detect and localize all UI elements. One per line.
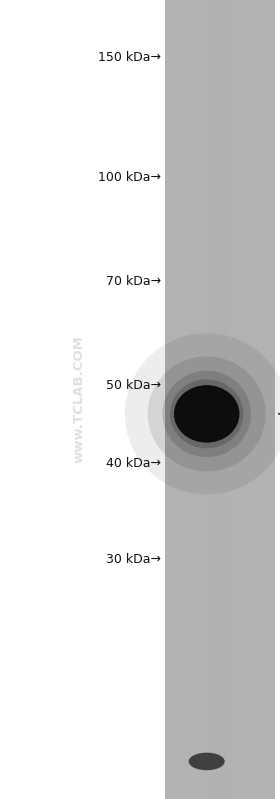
Text: 40 kDa→: 40 kDa→ [106,457,161,470]
Ellipse shape [125,333,280,495]
Ellipse shape [170,380,243,448]
Text: 50 kDa→: 50 kDa→ [106,380,161,392]
Text: 150 kDa→: 150 kDa→ [98,51,161,64]
Ellipse shape [148,356,266,471]
Ellipse shape [189,753,225,770]
Text: www.TCLAB.COM: www.TCLAB.COM [73,336,86,463]
Text: 100 kDa→: 100 kDa→ [98,171,161,184]
Bar [0,0,165,799]
Ellipse shape [174,385,239,443]
Text: 70 kDa→: 70 kDa→ [106,275,161,288]
Ellipse shape [162,371,251,457]
Text: 30 kDa→: 30 kDa→ [106,553,161,566]
Bar [165,0,274,799]
